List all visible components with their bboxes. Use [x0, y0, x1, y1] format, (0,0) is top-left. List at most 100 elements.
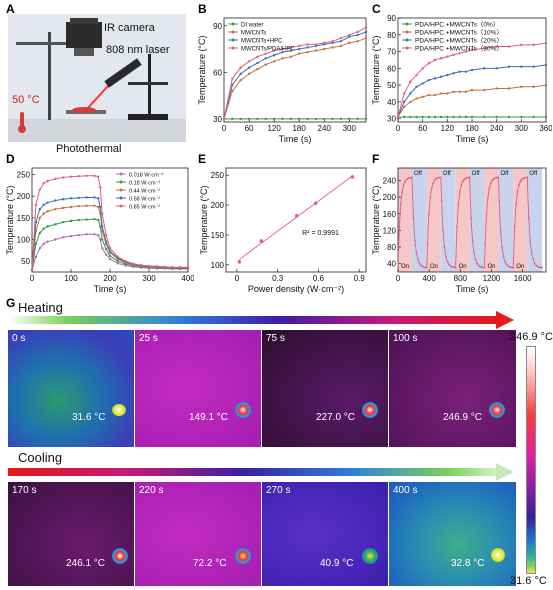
hotspot-icon: [112, 548, 128, 564]
data-point: [437, 176, 440, 179]
data-point: [42, 203, 45, 207]
y-tick-label: 90: [213, 22, 222, 31]
data-point: [402, 105, 406, 109]
data-point: [77, 175, 81, 178]
data-point: [62, 198, 65, 201]
thermal-time: 0 s: [12, 333, 26, 344]
data-point: [97, 175, 100, 178]
data-point: [104, 233, 108, 237]
series-line: [223, 26, 367, 119]
data-point: [520, 43, 523, 47]
data-point: [247, 72, 251, 76]
data-point: [272, 54, 276, 57]
data-point: [281, 47, 284, 51]
y-tick-label: 30: [387, 115, 396, 124]
data-point: [264, 57, 267, 60]
data-point: [544, 41, 548, 45]
data-point: [69, 234, 73, 238]
legend-entry: MWCNTs/PDA/HPC: [241, 47, 295, 53]
data-point: [533, 262, 536, 265]
x-tick-label: 1600: [514, 274, 532, 283]
x-tick-label: 300: [142, 274, 156, 283]
plot-frame: [225, 167, 367, 273]
y-axis-label: Temperature (°C): [5, 185, 15, 254]
data-point: [495, 87, 498, 90]
y-tick-label: 100: [17, 236, 31, 245]
data-point: [445, 255, 447, 258]
x-tick-label: 0: [396, 274, 401, 283]
data-point: [272, 49, 276, 52]
legend-marker: [119, 204, 123, 208]
data-point: [512, 266, 515, 269]
legend-entry: PDA/HPC +MWCNTs（10%）: [415, 29, 503, 37]
thermal-time: 100 s: [393, 333, 418, 344]
data-point: [485, 213, 488, 215]
data-point: [30, 268, 34, 272]
legend-marker: [119, 180, 123, 184]
thermal-image-cooling-0: 170 s 246.1 °C: [8, 482, 134, 586]
data-point: [281, 57, 284, 60]
y-tick-label: 50: [21, 257, 30, 266]
data-point: [470, 217, 473, 219]
data-point: [108, 254, 112, 258]
hotspot-icon: [362, 402, 378, 418]
data-point: [97, 197, 100, 200]
thermal-time: 25 s: [139, 333, 158, 344]
data-point: [427, 78, 431, 82]
data-point: [62, 176, 65, 179]
data-point: [456, 226, 458, 228]
y-tick-label: 100: [211, 261, 225, 270]
data-point: [323, 47, 326, 51]
scale-max-label: 246.9 °C: [510, 331, 553, 343]
thermal-temp: 31.6 °C: [72, 412, 106, 423]
data-point: [487, 196, 489, 199]
data-point: [348, 41, 351, 45]
data-point: [62, 206, 65, 210]
data-point: [397, 266, 399, 269]
on-label: On: [430, 264, 438, 270]
data-point: [477, 264, 480, 267]
data-point: [471, 239, 474, 242]
data-point: [430, 187, 433, 190]
x-tick-label: 0: [222, 124, 227, 133]
data-point: [108, 250, 112, 253]
x-axis-label: Time (s): [456, 284, 489, 294]
scale-min-label: 31.6 °C: [510, 575, 547, 587]
legend-marker: [405, 22, 409, 26]
data-point: [449, 265, 452, 267]
data-point: [69, 219, 73, 223]
data-point: [420, 264, 422, 267]
data-point: [507, 87, 511, 90]
y-axis-label: Temperature (°C): [197, 35, 207, 104]
y-tick-label: 200: [17, 192, 31, 201]
data-point: [62, 236, 65, 239]
data-point: [97, 233, 100, 237]
legend-entry: MWCNTs: [241, 31, 266, 37]
data-point: [239, 78, 242, 82]
data-point: [104, 240, 108, 243]
data-point: [281, 50, 284, 54]
data-point: [101, 246, 104, 250]
data-point: [532, 258, 535, 261]
data-point: [124, 259, 127, 263]
data-point: [467, 176, 470, 179]
thermal-temp: 32.8 °C: [451, 558, 485, 569]
thermal-image-heating-3: 100 s 246.9 °C: [389, 330, 516, 447]
data-point: [454, 266, 457, 269]
x-tick-label: 240: [318, 124, 332, 133]
data-point: [409, 80, 412, 83]
data-point: [470, 48, 474, 52]
data-point: [458, 70, 461, 73]
y-tick-label: 160: [383, 210, 397, 219]
data-point: [499, 230, 502, 232]
thermal-temp: 246.9 °C: [443, 412, 483, 423]
data-point: [544, 115, 548, 119]
data-point: [427, 62, 431, 65]
thermal-image-cooling-3: 400 s 32.8 °C: [389, 482, 516, 586]
data-point: [297, 52, 301, 55]
data-point: [436, 177, 439, 180]
data-point: [433, 179, 436, 182]
data-point: [140, 263, 143, 267]
y-tick-label: 250: [17, 171, 31, 180]
data-point: [281, 117, 284, 121]
